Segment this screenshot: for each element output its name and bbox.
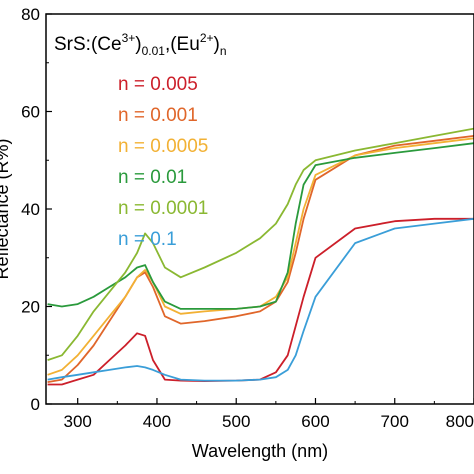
y-tick-label: 40 bbox=[21, 200, 40, 219]
series-line bbox=[47, 217, 474, 386]
series-line bbox=[47, 142, 474, 310]
y-axis-title: Reflectance (R%) bbox=[0, 138, 12, 279]
eu-close-paren: ) bbox=[214, 34, 220, 55]
x-axis-title: Wavelength (nm) bbox=[192, 441, 328, 461]
x-tick-label: 400 bbox=[143, 412, 171, 431]
y-tick-label: 60 bbox=[21, 103, 40, 122]
x-tick-label: 500 bbox=[222, 412, 250, 431]
x-tick-label: 700 bbox=[381, 412, 409, 431]
plot-frame bbox=[45, 13, 474, 405]
series-lines bbox=[47, 127, 474, 386]
series-line bbox=[47, 135, 474, 383]
legend-entry: n = 0.001 bbox=[118, 105, 198, 126]
legend-entry: n = 0.1 bbox=[118, 229, 177, 250]
legend-entry: n = 0.01 bbox=[118, 167, 187, 188]
series-line bbox=[47, 137, 474, 376]
composition-prefix: SrS:(Ce bbox=[54, 34, 122, 55]
composition-label: SrS:(Ce3+)0.01,(Eu2+)n bbox=[54, 31, 227, 58]
y-tick-label: 0 bbox=[31, 395, 40, 414]
x-tick-label: 300 bbox=[64, 412, 92, 431]
x-tick-label: 600 bbox=[301, 412, 329, 431]
axis-ticks bbox=[46, 13, 474, 405]
legend-entry: n = 0.005 bbox=[118, 74, 198, 95]
eu-subscript: n bbox=[220, 44, 227, 58]
y-tick-label: 80 bbox=[21, 5, 40, 24]
legend-entry: n = 0.0005 bbox=[118, 136, 208, 157]
eu-superscript: 2+ bbox=[200, 31, 214, 45]
ce-subscript: 0.01 bbox=[142, 44, 166, 58]
series-line bbox=[47, 127, 474, 361]
legend: n = 0.005 n = 0.001 n = 0.0005 n = 0.01 n = … bbox=[118, 74, 208, 250]
x-tick-label: 800 bbox=[446, 412, 474, 431]
ce-superscript: 3+ bbox=[122, 31, 136, 45]
composition-mid: ,(Eu bbox=[165, 34, 200, 55]
tick-labels: 300 400 500 600 700 800 0 20 40 60 80 bbox=[21, 5, 474, 431]
legend-entry: n = 0.0001 bbox=[118, 198, 208, 219]
ce-close-paren: ) bbox=[135, 34, 141, 55]
y-tick-label: 20 bbox=[21, 298, 40, 317]
series-line bbox=[47, 217, 474, 382]
